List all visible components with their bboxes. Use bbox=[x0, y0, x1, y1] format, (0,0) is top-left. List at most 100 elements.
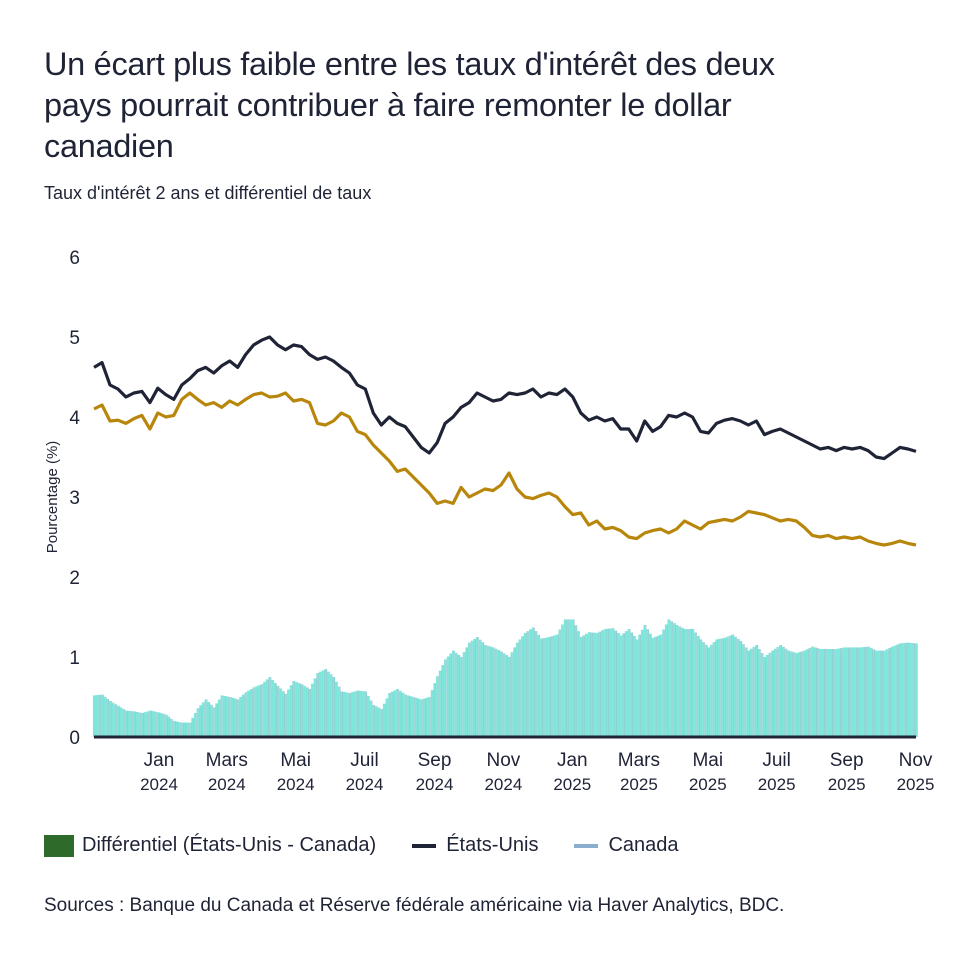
differential-bar bbox=[420, 699, 423, 737]
differential-bar-edge bbox=[491, 646, 493, 737]
differential-bar-edge bbox=[275, 682, 277, 737]
differential-bar bbox=[178, 722, 181, 737]
differential-bar-edge bbox=[464, 652, 466, 737]
differential-bar bbox=[622, 633, 625, 737]
differential-bar bbox=[124, 710, 128, 737]
differential-bar bbox=[154, 711, 157, 737]
differential-bar-edge bbox=[403, 692, 405, 737]
differential-bar-edge bbox=[456, 652, 458, 737]
differential-bar bbox=[473, 638, 476, 737]
differential-bar-edge bbox=[129, 710, 131, 737]
differential-bar-edge bbox=[675, 623, 676, 737]
differential-bar-edge bbox=[752, 648, 753, 737]
series-line-canada bbox=[93, 391, 917, 547]
differential-bar-edge bbox=[768, 654, 769, 737]
differential-bar bbox=[776, 646, 779, 737]
differential-bar bbox=[316, 673, 319, 737]
legend-label-differential: Différentiel (États-Unis - Canada) bbox=[82, 834, 377, 856]
differential-bar bbox=[475, 637, 479, 737]
differential-bar bbox=[582, 635, 585, 737]
differential-bar-edge bbox=[746, 647, 748, 737]
differential-bar bbox=[284, 693, 287, 737]
differential-bar bbox=[651, 637, 654, 737]
differential-bar bbox=[170, 718, 173, 737]
differential-bar bbox=[417, 698, 420, 737]
differential-bar-edge bbox=[534, 627, 535, 737]
differential-bar bbox=[683, 629, 686, 737]
differential-bar-edge bbox=[451, 653, 453, 737]
differential-bar-edge bbox=[401, 690, 402, 737]
x-tick-label-year: 2025 bbox=[620, 775, 658, 794]
differential-bar-edge bbox=[153, 711, 155, 737]
differential-bar bbox=[486, 645, 489, 737]
legend-item-canada[interactable]: Canada bbox=[574, 834, 679, 857]
differential-bar bbox=[297, 683, 300, 737]
differential-bar bbox=[334, 681, 338, 737]
chart-area: 0 1 2 3 4 5 6 Pourcentage (%) Jan 2024 Mars 2024 M… bbox=[44, 248, 934, 794]
differential-bar bbox=[321, 670, 324, 737]
legend-item-us[interactable]: États-Unis bbox=[412, 834, 538, 857]
differential-bar bbox=[845, 647, 848, 737]
chart-title: Un écart plus faible entre les taux d'in… bbox=[44, 46, 775, 164]
differential-bar-edge bbox=[640, 634, 642, 737]
differential-bar-edge bbox=[869, 646, 870, 737]
differential-bar-edge bbox=[283, 691, 285, 737]
differential-bar-edge bbox=[552, 636, 554, 737]
differential-bar-edge bbox=[629, 629, 631, 737]
differential-bar-edge bbox=[454, 650, 455, 737]
differential-bar bbox=[388, 693, 391, 737]
differential-bar bbox=[364, 691, 367, 737]
differential-bar-edge bbox=[664, 629, 665, 737]
differential-bar-edge bbox=[366, 691, 368, 737]
differential-bar-edge bbox=[893, 646, 894, 737]
differential-bar-edge bbox=[244, 694, 245, 737]
differential-bar bbox=[204, 699, 207, 737]
differential-bar-edge bbox=[712, 644, 713, 737]
legend-swatch-us bbox=[412, 843, 437, 848]
differential-bar bbox=[803, 650, 806, 737]
differential-bar bbox=[741, 644, 745, 737]
differential-bar-edge bbox=[462, 657, 463, 737]
differential-bar-edge bbox=[135, 711, 136, 737]
differential-bar-edge bbox=[613, 628, 615, 737]
differential-bar bbox=[646, 629, 649, 737]
x-tick-label-month: Sep bbox=[418, 750, 452, 771]
differential-bar bbox=[460, 657, 463, 737]
differential-bar-edge bbox=[406, 694, 407, 737]
differential-bar-edge bbox=[132, 711, 133, 737]
differential-bar bbox=[122, 709, 125, 737]
differential-bar bbox=[835, 649, 838, 737]
differential-bar-edge bbox=[800, 652, 801, 737]
differential-bar-edge bbox=[863, 647, 865, 737]
differential-bar-edge bbox=[581, 637, 583, 737]
differential-bar bbox=[114, 704, 117, 737]
differential-bar-edge bbox=[805, 650, 806, 737]
differential-bar bbox=[585, 633, 588, 737]
differential-bar bbox=[861, 647, 864, 737]
differential-bar bbox=[217, 699, 221, 737]
differential-bar-edge bbox=[172, 718, 173, 737]
differential-bar bbox=[675, 625, 678, 737]
differential-bar-edge bbox=[589, 632, 591, 737]
differential-bar bbox=[898, 643, 902, 737]
x-tick-label-year: 2024 bbox=[208, 775, 246, 794]
differential-bar bbox=[414, 697, 417, 737]
differential-bar-edge bbox=[754, 646, 756, 737]
differential-bar bbox=[233, 698, 237, 737]
differential-bar bbox=[779, 645, 782, 737]
differential-bar-edge bbox=[379, 707, 381, 737]
differential-bar-edge bbox=[829, 649, 830, 737]
differential-bar bbox=[140, 713, 143, 737]
differential-bar bbox=[446, 656, 449, 737]
differential-bar-edge bbox=[568, 619, 570, 737]
differential-bar bbox=[151, 711, 154, 737]
differential-bar-edge bbox=[164, 713, 165, 737]
differential-bar bbox=[545, 637, 548, 737]
differential-bar bbox=[207, 702, 210, 737]
differential-bar-edge bbox=[440, 670, 442, 737]
differential-bar bbox=[712, 642, 715, 737]
differential-bar bbox=[853, 647, 856, 737]
differential-bar bbox=[148, 710, 151, 737]
legend-item-differential[interactable]: Différentiel (États-Unis - Canada) bbox=[44, 834, 376, 857]
differential-bar bbox=[566, 619, 569, 737]
